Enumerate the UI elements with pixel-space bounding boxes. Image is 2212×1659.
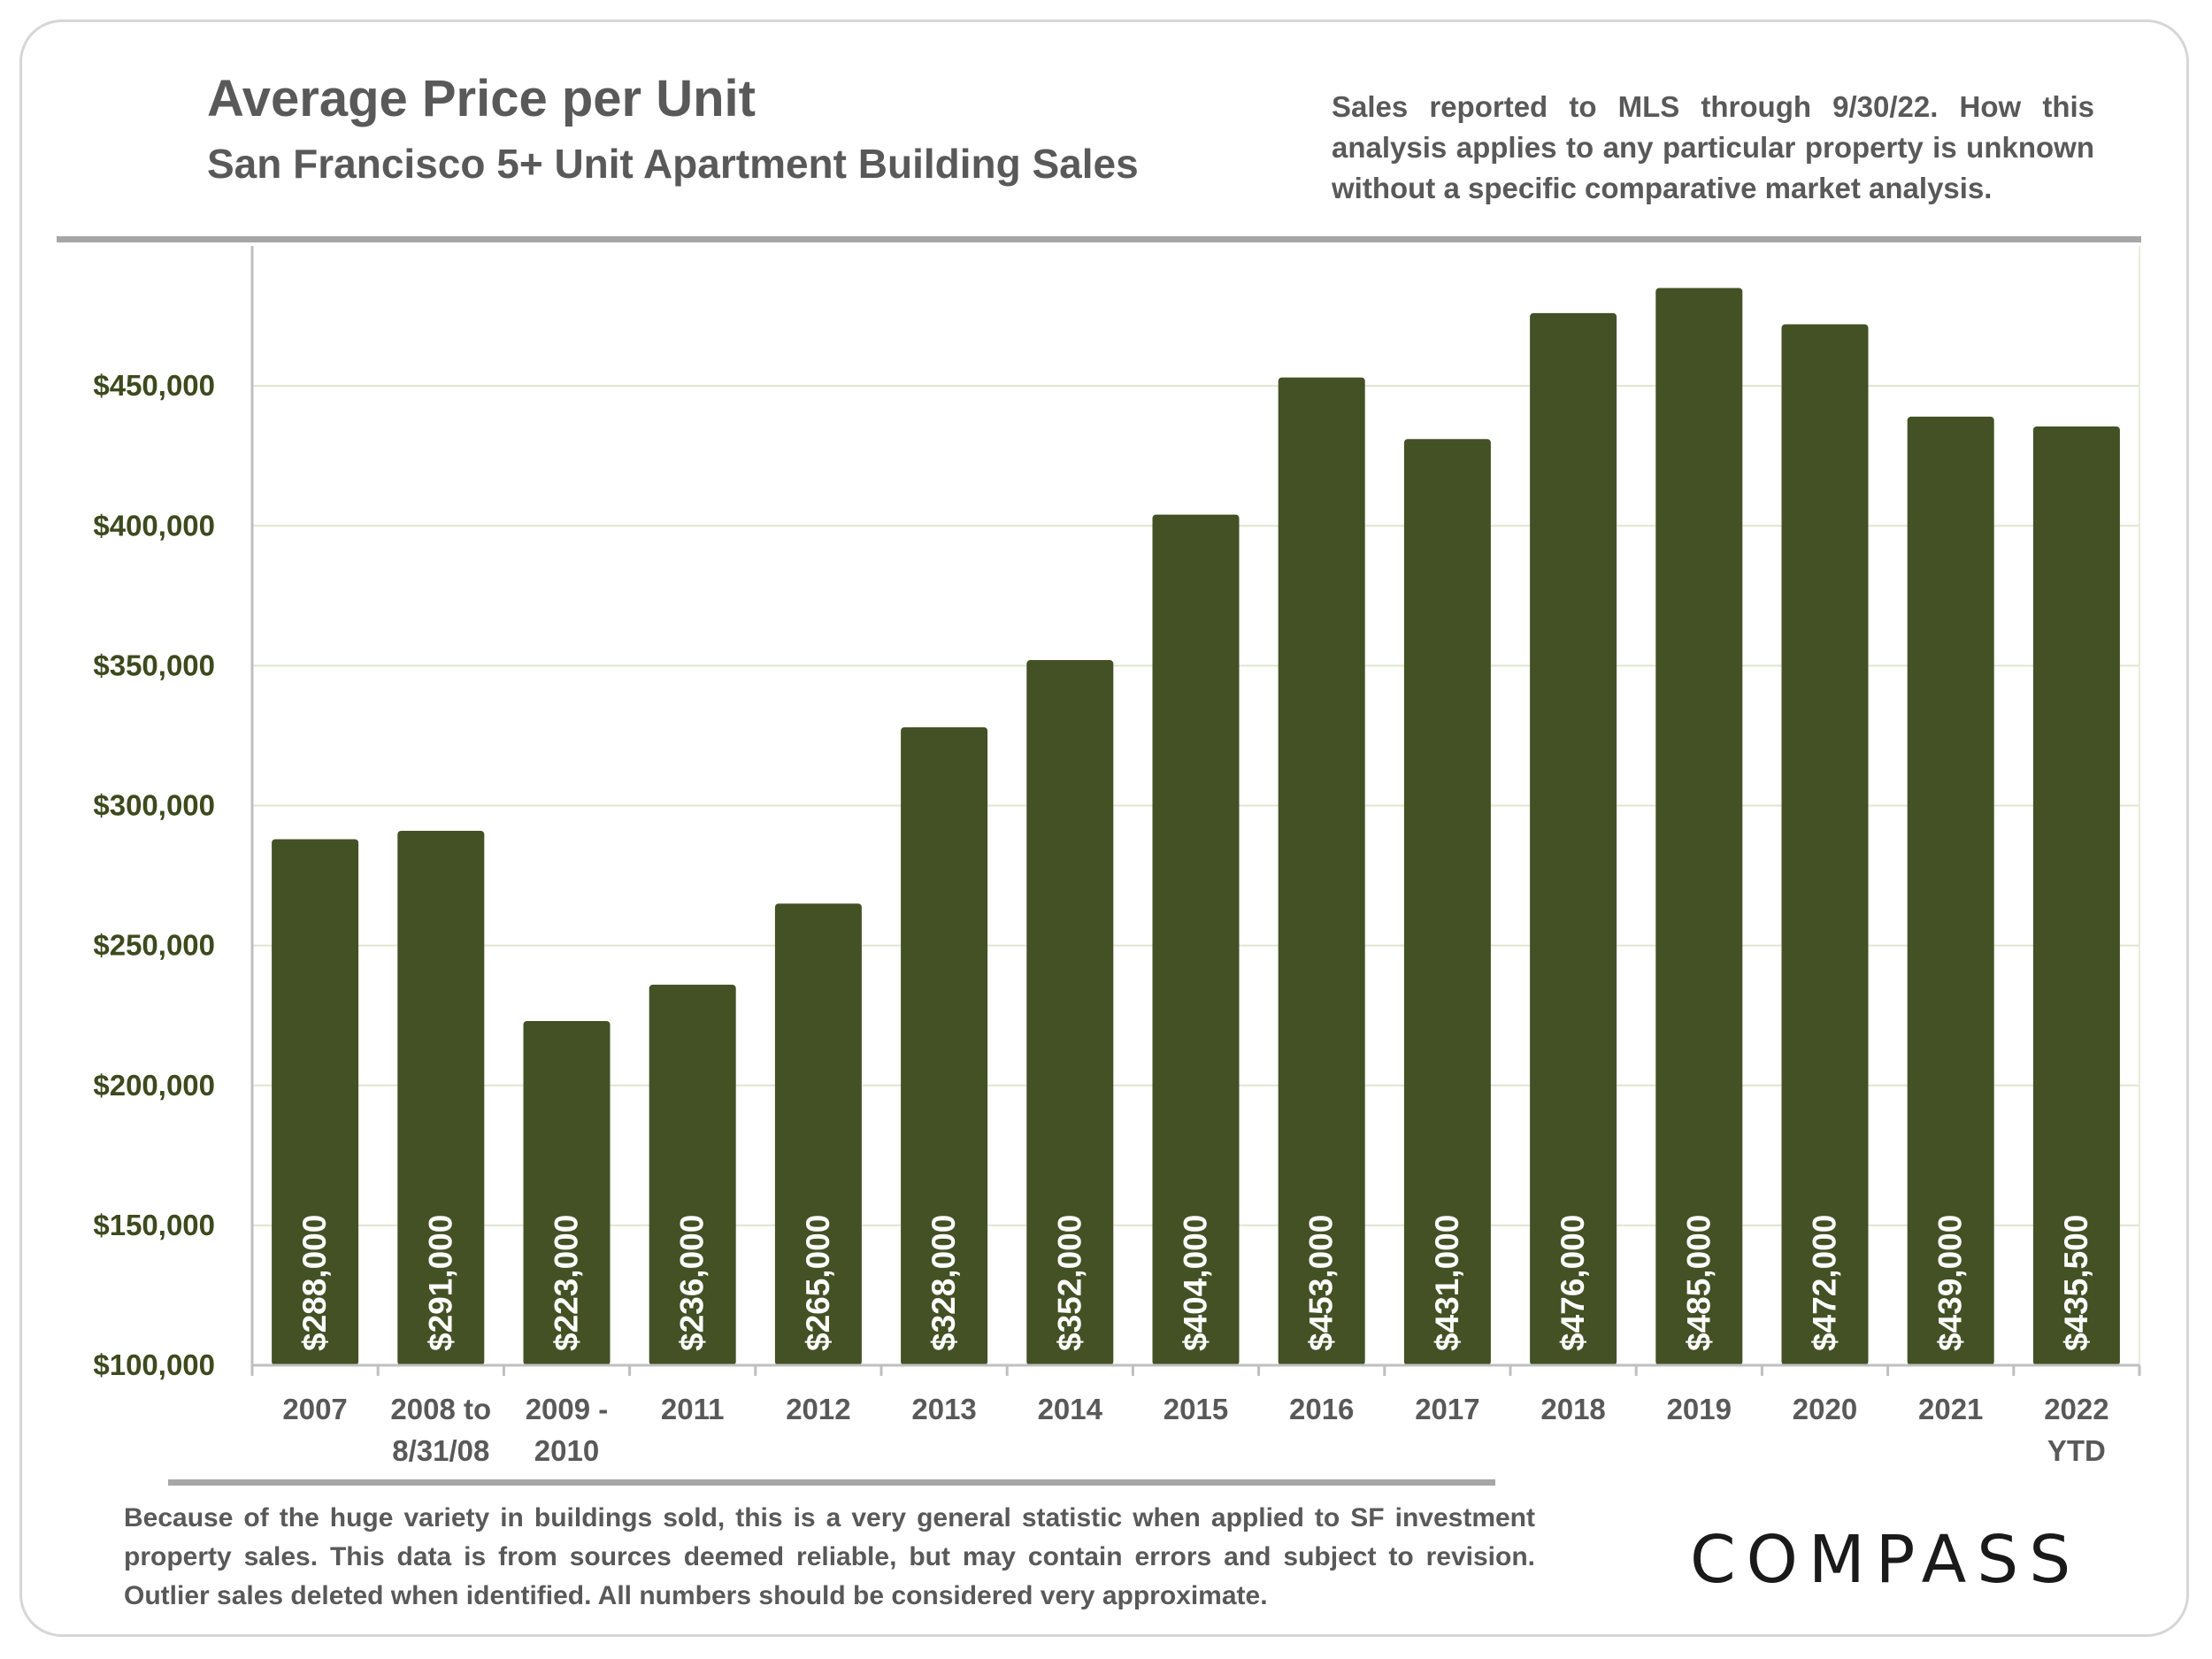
y-tick-label: $350,000 xyxy=(93,649,215,681)
bar-value-label: $435,500 xyxy=(2058,1215,2094,1351)
x-tick-label: 2009 - xyxy=(526,1393,609,1425)
bar-value-label: $236,000 xyxy=(674,1215,710,1351)
bar-value-label: $472,000 xyxy=(1807,1215,1843,1351)
bar xyxy=(1403,439,1491,1365)
bar-value-label: $328,000 xyxy=(926,1215,962,1351)
x-tick-label: 2010 xyxy=(534,1434,599,1467)
bar-value-label: $265,000 xyxy=(800,1215,836,1351)
bar xyxy=(1655,288,1743,1365)
x-tick-label: 8/31/08 xyxy=(392,1434,489,1467)
x-tick-label: YTD xyxy=(2047,1434,2106,1467)
x-tick-label: 2016 xyxy=(1289,1393,1354,1425)
bar-value-label: $288,000 xyxy=(296,1215,333,1351)
x-tick-label: 2022 xyxy=(2044,1393,2108,1425)
x-tick-label: 2013 xyxy=(911,1393,976,1425)
x-tick-label: 2021 xyxy=(1918,1393,1983,1425)
labels: $100,000 $150,000 $200,000 $250,000 $300,000… xyxy=(93,369,2108,1467)
y-tick-label: $400,000 xyxy=(93,509,215,541)
bar xyxy=(2032,426,2120,1366)
x-tick-label: 2014 xyxy=(1038,1393,1103,1425)
bar-value-label: $439,000 xyxy=(1932,1215,1969,1351)
x-tick-label: 2011 xyxy=(661,1393,725,1425)
x-tick-label: 2017 xyxy=(1415,1393,1479,1425)
y-tick-label: $100,000 xyxy=(93,1348,215,1381)
bar xyxy=(1530,312,1617,1365)
bar-value-label: $431,000 xyxy=(1429,1215,1465,1351)
y-tick-label: $250,000 xyxy=(93,929,215,962)
chart-title: Average Price per Unit xyxy=(207,70,756,127)
bar xyxy=(1781,324,1869,1365)
bar xyxy=(272,839,359,1365)
bar-value-label: $223,000 xyxy=(549,1215,585,1351)
y-tick-label: $300,000 xyxy=(93,789,215,822)
bar-value-label: $352,000 xyxy=(1051,1215,1087,1351)
x-tick-label: 2007 xyxy=(282,1393,347,1425)
bar-value-label: $453,000 xyxy=(1303,1215,1340,1351)
bar-chart: $100,000 $150,000 $200,000 $250,000 $300,000… xyxy=(93,246,2141,1467)
compass-logo: COMPASS xyxy=(1690,1522,2082,1598)
axes xyxy=(250,246,2141,1376)
bars xyxy=(272,288,2120,1366)
y-tick-label: $150,000 xyxy=(93,1209,215,1241)
bar xyxy=(649,984,736,1365)
bar xyxy=(1152,514,1240,1365)
bar-value-label: $404,000 xyxy=(1178,1215,1214,1351)
bar xyxy=(523,1021,611,1365)
disclaimer-text: Because of the huge variety in buildings… xyxy=(124,1503,1535,1610)
header-divider xyxy=(57,236,2141,242)
bar xyxy=(1278,377,1365,1366)
x-tick-label: 2020 xyxy=(1793,1393,1857,1425)
bar xyxy=(901,726,988,1365)
bar-value-label: $476,000 xyxy=(1555,1215,1591,1351)
bar xyxy=(774,903,862,1365)
x-tick-label: 2019 xyxy=(1667,1393,1732,1425)
y-tick-label: $450,000 xyxy=(93,369,215,402)
x-tick-label: 2015 xyxy=(1164,1393,1228,1425)
footer-divider xyxy=(168,1479,1495,1486)
bar-value-label: $291,000 xyxy=(422,1215,458,1351)
x-tick-label: 2008 to xyxy=(390,1393,491,1425)
bar-value-label: $485,000 xyxy=(1680,1215,1717,1351)
chart-subtitle: San Francisco 5+ Unit Apartment Building… xyxy=(207,141,1139,187)
y-tick-label: $200,000 xyxy=(93,1069,215,1102)
x-tick-label: 2012 xyxy=(786,1393,850,1425)
bar xyxy=(397,830,485,1365)
bar xyxy=(1907,416,1994,1366)
bar xyxy=(1026,660,1114,1365)
source-note: Sales reported to MLS through 9/30/22. H… xyxy=(1332,90,2094,204)
x-tick-label: 2018 xyxy=(1540,1393,1605,1425)
